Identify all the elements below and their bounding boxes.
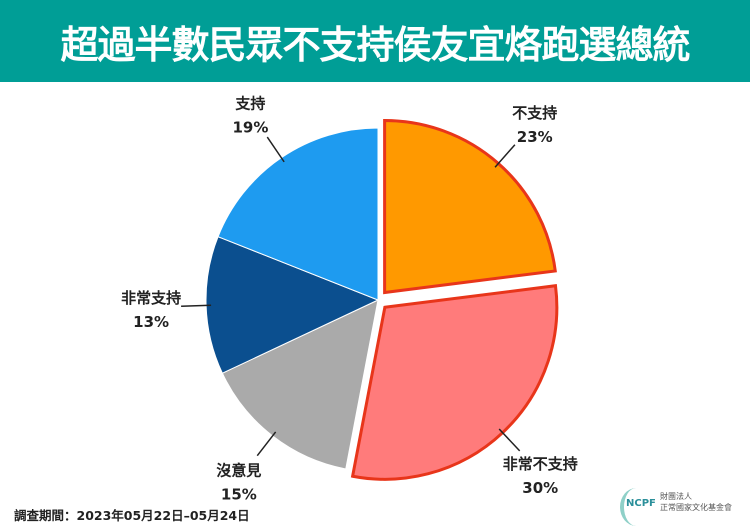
leader-line (256, 431, 277, 457)
slice-value-label: 15% (221, 485, 257, 503)
leader-line (266, 136, 285, 163)
slice-category-label: 非常不支持 (503, 455, 578, 473)
slice-value-label: 23% (517, 128, 553, 146)
ncpf-logo: NCPF 財團法人 正常國家文化基金會 (620, 488, 745, 528)
slice-category-label: 沒意見 (216, 461, 261, 479)
slice-value-label: 30% (522, 479, 558, 497)
leader-line (494, 144, 516, 168)
slice-value-label: 19% (232, 118, 268, 136)
chart-title: 超過半數民眾不支持侯友宜烙跑選總統 (60, 21, 690, 67)
logo-arc (620, 488, 652, 526)
logo-line2: 正常國家文化基金會 (660, 503, 732, 512)
slice-category-label: 非常支持 (121, 289, 181, 307)
leader-line (181, 304, 212, 307)
slice-value-label: 13% (133, 313, 169, 331)
slice-category-label: 不支持 (512, 104, 557, 122)
slice-category-label: 支持 (234, 94, 265, 112)
logo-line1: 財團法人 (660, 492, 692, 501)
pie-slice (383, 118, 557, 295)
survey-period: 調查期間：2023年05月22日–05月24日 (14, 508, 250, 523)
pie-slice (350, 284, 559, 481)
logo-abbr: NCPF (626, 498, 656, 509)
title-banner: 超過半數民眾不支持侯友宜烙跑選總統 (0, 0, 750, 82)
leader-line (498, 428, 521, 452)
